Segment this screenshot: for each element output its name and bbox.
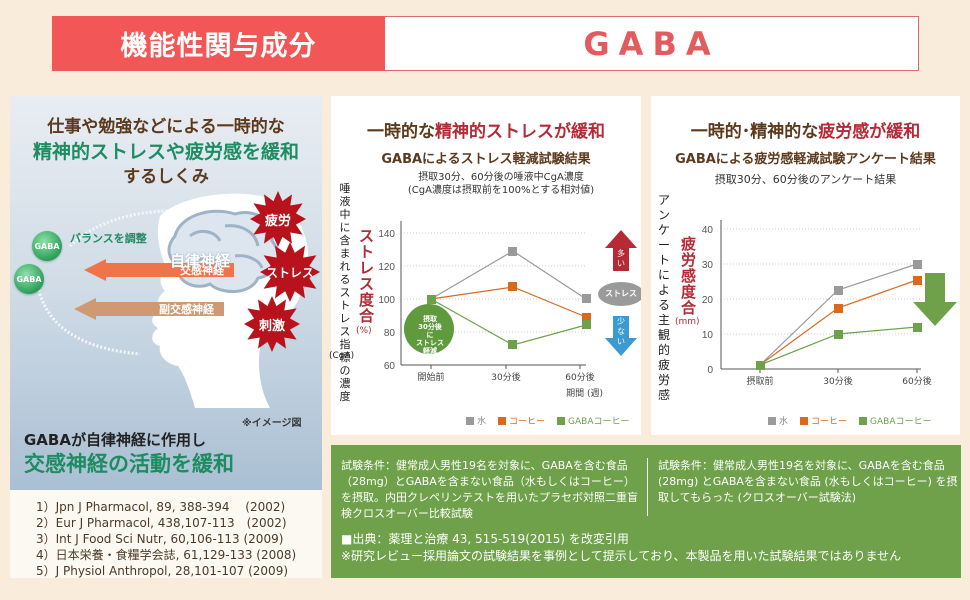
indicator-more: 多い (617, 249, 625, 268)
chart2-y-axis-label: アンケートによる主観的疲労感 (657, 193, 670, 402)
chart1-y-axis-unit: (%) (356, 326, 372, 336)
svg-text:30: 30 (702, 260, 714, 271)
chart2-note: 摂取30分、60分後のアンケート結果 (714, 173, 897, 186)
reference-item: 5）J Physiol Anthropol, 28,101-107 (2009) (36, 564, 289, 578)
chart1-y-axis-label: 唾液中に含まれるストレス指標 (339, 182, 351, 364)
legend-swatch-icon (768, 416, 776, 425)
chart1-title-highlight: 精神的ストレスが緩和 (435, 122, 605, 142)
legend-swatch-icon (498, 416, 507, 425)
mechanism-title-line1: 仕事や勉強などによる一時的な (47, 117, 285, 137)
trial-conditions-stress: 試験条件：健常成人男性19名を対象に、GABAを含む食品（28mg）とGABAを… (341, 459, 638, 520)
svg-text:100: 100 (378, 295, 395, 306)
legend-swatch-icon (557, 416, 566, 425)
svg-text:120: 120 (378, 262, 395, 273)
balance-label: バランスを調整 (70, 232, 147, 245)
stress-chart-panel: 一時的な精神的ストレスが緩和 GABAによるストレス軽減試験結果 摂取30分、6… (329, 96, 641, 435)
chart1-title: 一時的な精神的ストレスが緩和 (331, 117, 641, 142)
chart2-y-axis-unit: (mm) (675, 317, 700, 327)
chart1-note-line2: (CgA濃度は摂取前を100%とする相対値) (407, 185, 595, 196)
gaba-molecule-icon: GABA (14, 264, 44, 294)
svg-text:開始前: 開始前 (417, 371, 444, 383)
legend-swatch-icon (466, 416, 474, 425)
references-list: 1）Jpn J Pharmacol, 89, 388-394 (2002) 2）… (10, 490, 322, 578)
mechanism-title-line2: 精神的ストレスや疲労感を緩和 (32, 141, 299, 163)
legend-swatch-icon (859, 416, 868, 425)
indicator-less: 少ない (617, 317, 625, 346)
svg-text:140: 140 (378, 229, 395, 240)
legend-label: コーヒー (509, 417, 546, 427)
chart1-plot: 140 120 100 80 60 開始前 30分後 60分後 期間 (週) (378, 221, 641, 399)
legend-gaba-coffee: GABAコーヒー (557, 414, 630, 427)
parasympathetic-arrow: 副交感神経 (74, 298, 224, 320)
reference-item: 1）Jpn J Pharmacol, 89, 388-394 (2002) (36, 500, 286, 514)
chart1-y-axis-label-tail: の濃度 (339, 364, 351, 403)
legend-label: コーヒー (811, 417, 848, 427)
chart1-legend: 水 コーヒー GABAコーヒー (466, 414, 630, 427)
reference-item: 2）Eur J Pharmacol, 438,107-113 (2002) (36, 516, 287, 530)
trial-conditions-box: 試験条件：健常成人男性19名を対象に、GABAを含む食品（28mg）とGABAを… (331, 445, 961, 578)
mechanism-title-line3: するしくみ (123, 167, 209, 187)
chart2-subtitle: GABAによる疲労感軽減試験アンケート結果 (675, 152, 936, 167)
legend-coffee: コーヒー (498, 414, 545, 427)
chart1-subtitle: GABAによるストレス軽減試験結果 (381, 152, 591, 167)
autonomic-nerve-label: 自律神経 (170, 252, 231, 270)
legend-water: 水 (466, 414, 486, 427)
legend-swatch-icon (800, 416, 809, 425)
mechanism-summary-line1: GABAが自律神経に作用し (24, 431, 206, 449)
badge-line: 30分後に (418, 323, 442, 339)
gaba-molecule-icon: GABA (32, 231, 62, 261)
chart2-plot: 40 30 20 10 0 摂取前 30分後 60分後 (702, 220, 957, 387)
svg-text:0: 0 (707, 365, 713, 376)
chart2-y-axis-red-label: 疲労感度合 (680, 235, 696, 317)
legend-water: 水 (768, 414, 788, 427)
source-citation: ■出典：薬理と治療 43, 515-519(2015) を改変引用 (341, 532, 629, 546)
sympathetic-arrow: 交感神経 (84, 259, 234, 281)
reference-item: 3）Int J Food Sci Nutr, 60,106-113 (2009) (36, 532, 284, 546)
chart1-title-prefix: 一時的な (367, 122, 435, 142)
svg-text:30分後: 30分後 (491, 371, 520, 383)
svg-text:80: 80 (384, 328, 396, 339)
ingredient-name: GABA (385, 16, 919, 71)
decrease-arrow-icon (913, 273, 957, 326)
badge-line: 摂取 (423, 315, 437, 323)
svg-text:10: 10 (702, 330, 714, 341)
legend-label: GABAコーヒー (568, 417, 630, 427)
legend-label: 水 (477, 417, 487, 427)
svg-text:20: 20 (702, 295, 714, 306)
legend-gaba-coffee: GABAコーヒー (859, 414, 932, 427)
indicator-stress: ストレス (605, 289, 637, 298)
chart2-legend: 水 コーヒー GABAコーヒー (768, 414, 932, 427)
mechanism-summary-line2: 交感神経の活動を緩和 (24, 452, 234, 476)
chart2-title: 一時的･精神的な疲労感が緩和 (651, 117, 960, 142)
disclaimer: ※研究レビュー採用論文の試験結果を事例として提示しており、本製品を用いた試験結果… (341, 549, 902, 563)
chart1-note-line1: 摂取30分、60分後の唾液中CgA濃度 (418, 172, 584, 183)
badge-line: 軽減 (423, 347, 437, 355)
fatigue-chart-panel: 一時的･精神的な疲労感が緩和 GABAによる疲労感軽減試験アンケート結果 摂取3… (651, 96, 960, 435)
svg-text:摂取前: 摂取前 (746, 375, 773, 387)
chart1-y-axis-red-label: ストレス度合 (358, 227, 374, 325)
chart1-badge: 摂取 30分後に ストレス 軽減 (415, 315, 445, 355)
svg-text:40: 40 (702, 225, 714, 236)
chart2-title-highlight: 疲労感が緩和 (818, 122, 921, 142)
svg-text:期間 (週): 期間 (週) (566, 388, 603, 399)
badge-line: ストレス (416, 339, 444, 347)
legend-label: 水 (779, 417, 789, 427)
functional-ingredient-label: 機能性関与成分 (52, 16, 385, 71)
source-notes: ■出典：薬理と治療 43, 515-519(2015) を改変引用 ※研究レビュ… (341, 531, 901, 565)
trial-conditions-fatigue: 試験条件：健常成人男性19名を対象に、GABAを含む食品 (28mg) とGAB… (658, 459, 958, 504)
reference-item: 4）日本栄養・食糧学会誌, 61,129-133 (2008) (36, 548, 297, 562)
legend-label: GABAコーヒー (870, 417, 932, 427)
chart1-y-axis-cga: (CgA) (329, 351, 355, 361)
svg-text:60: 60 (384, 361, 396, 372)
legend-coffee: コーヒー (800, 414, 847, 427)
svg-text:30分後: 30分後 (823, 375, 852, 387)
mechanism-panel: 仕事や勉強などによる一時的な 精神的ストレスや疲労感を緩和 するしくみ GABA… (10, 96, 322, 490)
svg-text:60分後: 60分後 (902, 375, 931, 387)
divider (647, 458, 648, 516)
image-note: ※イメージ図 (242, 418, 302, 429)
svg-text:60分後: 60分後 (565, 371, 594, 383)
chart2-title-prefix: 一時的･精神的な (690, 122, 819, 142)
